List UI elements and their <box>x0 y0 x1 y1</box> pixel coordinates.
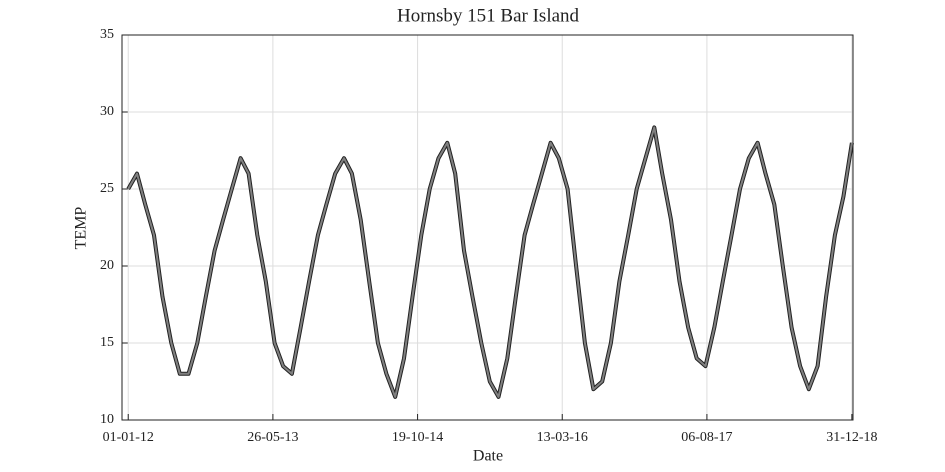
x-tick-label: 19-10-14 <box>392 430 443 445</box>
x-axis-label: Date <box>473 448 503 465</box>
x-tick-label: 13-03-16 <box>537 430 588 445</box>
data-line <box>127 126 853 398</box>
plot-frame <box>121 34 854 421</box>
x-tick-label: 26-05-13 <box>247 430 298 445</box>
x-tick-label: 31-12-18 <box>826 430 877 445</box>
y-axis-label: TEMP <box>73 207 90 250</box>
chart-title: Hornsby 151 Bar Island <box>397 5 580 26</box>
y-tick-label: 20 <box>100 258 114 273</box>
x-tick-label: 01-01-12 <box>103 430 154 445</box>
y-tick-label: 35 <box>100 27 114 42</box>
y-tick-label: 10 <box>100 412 114 427</box>
y-tick-label: 25 <box>100 181 114 196</box>
y-tick-label: 15 <box>100 335 114 350</box>
x-tick-label: 06-08-17 <box>681 430 732 445</box>
y-tick-label: 30 <box>100 104 114 119</box>
